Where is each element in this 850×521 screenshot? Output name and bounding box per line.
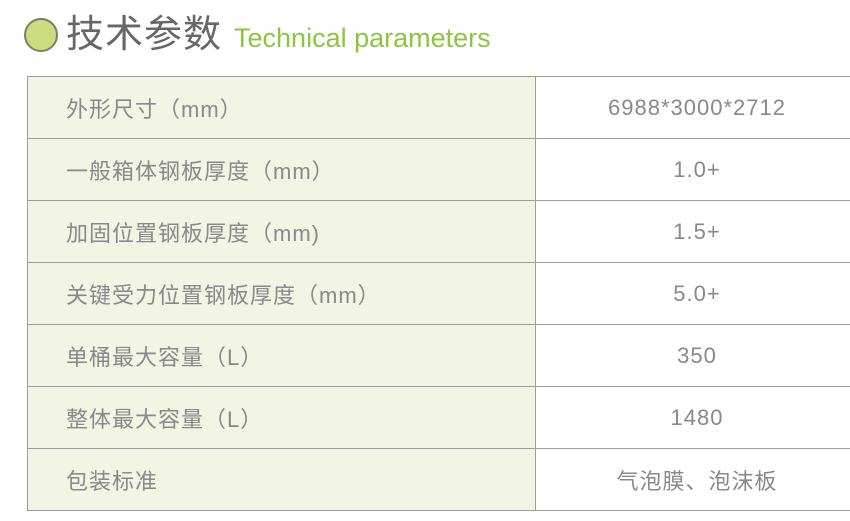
- param-value: 气泡膜、泡沫板: [535, 448, 850, 511]
- table-row: 单桶最大容量（L） 350: [27, 324, 850, 387]
- parameters-table: 外形尺寸（mm） 6988*3000*2712 一般箱体钢板厚度（mm） 1.0…: [27, 76, 850, 511]
- table-row: 外形尺寸（mm） 6988*3000*2712: [27, 76, 850, 139]
- param-label: 关键受力位置钢板厚度（mm）: [27, 262, 536, 325]
- section-header: 技术参数 Technical parameters: [24, 10, 491, 60]
- param-label: 加固位置钢板厚度（mm): [27, 200, 536, 263]
- bullet-circle-icon: [24, 18, 58, 52]
- table-row: 整体最大容量（L） 1480: [27, 386, 850, 449]
- section-title-zh: 技术参数: [66, 14, 223, 56]
- table-row: 包装标准 气泡膜、泡沫板: [27, 448, 850, 511]
- param-label: 单桶最大容量（L）: [27, 324, 536, 387]
- section-title-en: Technical parameters: [234, 22, 491, 53]
- param-value: 6988*3000*2712: [535, 76, 850, 139]
- table-row: 一般箱体钢板厚度（mm） 1.0+: [27, 138, 850, 201]
- param-value: 1480: [535, 386, 850, 449]
- param-value: 350: [535, 324, 850, 387]
- table-row: 关键受力位置钢板厚度（mm） 5.0+: [27, 262, 850, 325]
- param-label: 一般箱体钢板厚度（mm）: [27, 138, 536, 201]
- param-value: 1.5+: [535, 200, 850, 263]
- param-label: 外形尺寸（mm）: [27, 76, 536, 139]
- param-label: 包装标准: [27, 448, 536, 511]
- table-row: 加固位置钢板厚度（mm) 1.5+: [27, 200, 850, 263]
- param-value: 1.0+: [535, 138, 850, 201]
- param-label: 整体最大容量（L）: [27, 386, 536, 449]
- param-value: 5.0+: [535, 262, 850, 325]
